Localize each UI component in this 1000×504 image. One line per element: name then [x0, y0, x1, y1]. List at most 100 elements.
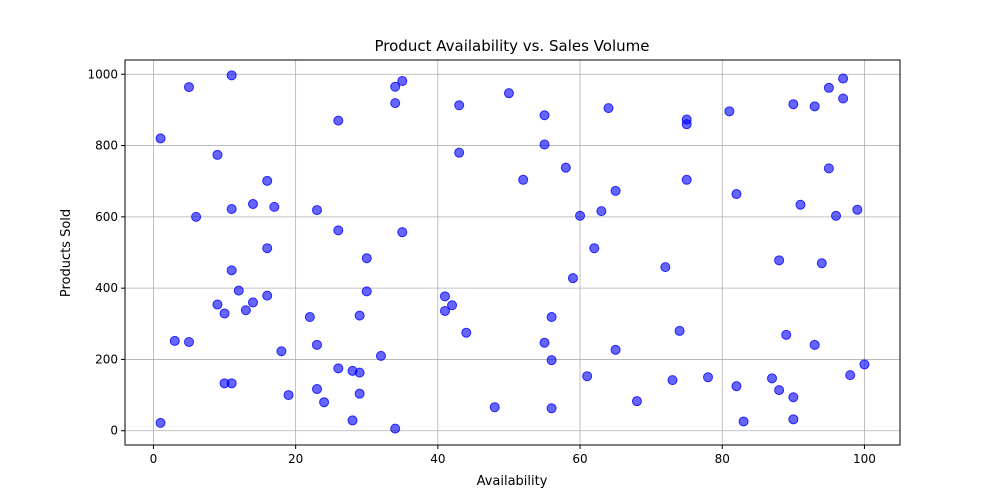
scatter-point	[333, 363, 344, 374]
y-tick-label: 0	[110, 424, 118, 438]
scatter-point	[838, 73, 849, 84]
scatter-point	[447, 300, 458, 311]
scatter-point	[333, 225, 344, 236]
scatter-point	[319, 397, 330, 408]
scatter-point	[774, 255, 785, 266]
data-points	[155, 70, 870, 434]
scatter-point	[262, 175, 273, 186]
scatter-point	[788, 392, 799, 403]
y-tick-label: 200	[95, 352, 118, 366]
scatter-point	[681, 119, 692, 130]
scatter-point	[269, 201, 280, 212]
scatter-point	[610, 344, 621, 355]
scatter-point	[567, 273, 578, 284]
scatter-point	[603, 103, 614, 114]
scatter-point	[361, 253, 372, 264]
scatter-point	[823, 82, 834, 93]
scatter-point	[311, 205, 322, 216]
scatter-point	[226, 204, 237, 215]
scatter-point	[859, 359, 870, 370]
scatter-point	[845, 370, 856, 381]
scatter-point	[347, 415, 358, 426]
scatter-point	[397, 227, 408, 238]
scatter-point	[311, 384, 322, 395]
scatter-point	[631, 396, 642, 407]
scatter-point	[247, 199, 258, 210]
scatter-point	[724, 106, 735, 117]
scatter-point	[731, 381, 742, 392]
scatter-point	[823, 163, 834, 174]
scatter-point	[461, 327, 472, 338]
gridlines	[125, 60, 900, 445]
y-tick-label: 1000	[87, 67, 118, 81]
scatter-point	[212, 299, 223, 310]
scatter-point	[809, 339, 820, 350]
scatter-point	[375, 350, 386, 361]
scatter-point	[838, 93, 849, 104]
scatter-point	[390, 98, 401, 109]
x-tick-label: 0	[150, 452, 158, 466]
scatter-point	[226, 265, 237, 276]
scatter-point	[674, 325, 685, 336]
scatter-point	[219, 308, 230, 319]
scatter-point	[226, 378, 237, 389]
scatter-point	[247, 297, 258, 308]
scatter-point	[788, 99, 799, 110]
scatter-point	[703, 372, 714, 383]
scatter-point	[454, 147, 465, 158]
scatter-point	[262, 243, 273, 254]
scatter-point	[788, 414, 799, 425]
y-tick-label: 400	[95, 281, 118, 295]
scatter-point	[240, 305, 251, 316]
scatter-point	[539, 110, 550, 121]
scatter-point	[155, 133, 166, 144]
scatter-point	[354, 310, 365, 321]
scatter-point	[276, 346, 287, 357]
scatter-point	[439, 305, 450, 316]
scatter-point	[397, 76, 408, 87]
scatter-point	[596, 206, 607, 217]
scatter-point	[390, 423, 401, 434]
scatter-point	[546, 312, 557, 323]
scatter-point	[439, 291, 450, 302]
scatter-point	[575, 210, 586, 221]
chart-title: Product Availability vs. Sales Volume	[375, 37, 650, 55]
x-tick-label: 60	[572, 452, 587, 466]
scatter-point	[582, 371, 593, 382]
scatter-point	[311, 339, 322, 350]
scatter-point	[155, 417, 166, 428]
scatter-point	[191, 211, 202, 222]
y-tick-label: 800	[95, 139, 118, 153]
x-tick-label: 20	[288, 452, 303, 466]
scatter-point	[390, 81, 401, 92]
x-tick-label: 100	[853, 452, 876, 466]
scatter-point	[333, 115, 344, 126]
scatter-point	[610, 185, 621, 196]
scatter-point	[546, 355, 557, 366]
scatter-point	[667, 375, 678, 386]
scatter-point	[183, 82, 194, 93]
scatter-point	[795, 199, 806, 210]
scatter-point	[781, 329, 792, 340]
scatter-point	[831, 210, 842, 221]
scatter-point	[731, 189, 742, 200]
scatter-point	[169, 335, 180, 346]
scatter-point	[738, 416, 749, 427]
scatter-point	[212, 149, 223, 160]
scatter-point	[233, 285, 244, 296]
scatter-point	[226, 70, 237, 81]
scatter-point	[539, 337, 550, 348]
scatter-point	[262, 290, 273, 301]
scatter-point	[361, 286, 372, 297]
scatter-point	[354, 388, 365, 399]
scatter-point	[560, 162, 571, 173]
scatter-point	[518, 174, 529, 185]
scatter-point	[354, 367, 365, 378]
scatter-point	[809, 101, 820, 112]
scatter-point	[183, 336, 194, 347]
scatter-point	[852, 204, 863, 215]
scatter-point	[546, 403, 557, 414]
